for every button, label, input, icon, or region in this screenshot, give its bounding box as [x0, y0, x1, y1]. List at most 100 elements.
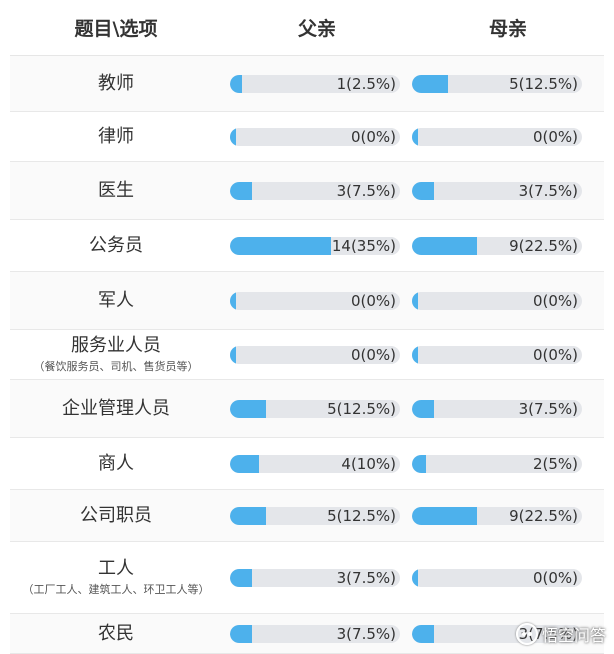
father-progress-fill: [230, 74, 242, 93]
father-cell: 3(7.5%): [222, 181, 412, 200]
father-progress-bar: 3(7.5%): [230, 624, 400, 643]
father-count-percent: 3(7.5%): [336, 568, 396, 587]
table-row: 企业管理人员 5(12.5%) 3(7.5%): [10, 380, 604, 438]
father-count-percent: 3(7.5%): [336, 624, 396, 643]
row-label: 服务业人员 （餐饮服务员、司机、售货员等）: [10, 335, 222, 375]
father-progress-bar: 14(35%): [230, 236, 400, 255]
watermark-text: 悟空问答: [541, 626, 606, 645]
mother-progress-fill: [412, 236, 478, 255]
father-count-percent: 0(0%): [350, 345, 396, 364]
father-progress-fill: [230, 127, 236, 146]
mother-count-percent: 9(22.5%): [509, 506, 578, 525]
father-progress-bar: 0(0%): [230, 345, 400, 364]
mother-count-percent: 0(0%): [532, 568, 578, 587]
father-progress-bar: 5(12.5%): [230, 506, 400, 525]
father-cell: 3(7.5%): [222, 624, 412, 643]
table-row: 公务员 14(35%) 9(22.5%): [10, 220, 604, 272]
survey-table: 题目\选项 父亲 母亲 教师 1(2.5%) 5(12.5%) 律师 0(0%) 0(0%…: [10, 0, 604, 654]
father-progress-fill: [230, 568, 252, 587]
mother-cell: 3(7.5%): [412, 181, 604, 200]
father-progress-bar: 3(7.5%): [230, 568, 400, 587]
father-cell: 0(0%): [222, 345, 412, 364]
mother-progress-bar: 3(7.5%): [412, 399, 582, 418]
mother-progress-fill: [412, 181, 434, 200]
mother-progress-bar: 3(7.5%): [412, 181, 582, 200]
row-label: 律师: [10, 126, 222, 148]
table-row: 农民 3(7.5%) 3(7.5%): [10, 614, 604, 654]
table-row: 公司职员 5(12.5%) 9(22.5%): [10, 490, 604, 542]
mother-progress-bar: 0(0%): [412, 568, 582, 587]
mother-cell: 3(7.5%): [412, 399, 604, 418]
mother-progress-fill: [412, 345, 418, 364]
mother-cell: 0(0%): [412, 127, 604, 146]
father-progress-fill: [230, 291, 236, 310]
father-progress-bar: 3(7.5%): [230, 181, 400, 200]
mother-progress-fill: [412, 127, 418, 146]
mother-progress-fill: [412, 291, 418, 310]
father-progress-bar: 1(2.5%): [230, 74, 400, 93]
mother-progress-bar: 5(12.5%): [412, 74, 582, 93]
father-progress-fill: [230, 624, 252, 643]
father-progress-fill: [230, 236, 332, 255]
father-cell: 5(12.5%): [222, 506, 412, 525]
mother-progress-fill: [412, 74, 449, 93]
mother-count-percent: 0(0%): [532, 127, 578, 146]
row-label: 工人 （工厂工人、建筑工人、环卫工人等）: [10, 558, 222, 598]
row-label: 教师: [10, 73, 222, 95]
father-cell: 1(2.5%): [222, 74, 412, 93]
mother-count-percent: 3(7.5%): [518, 181, 578, 200]
row-label: 公务员: [10, 235, 222, 257]
father-count-percent: 3(7.5%): [336, 181, 396, 200]
table-body: 教师 1(2.5%) 5(12.5%) 律师 0(0%) 0(0%) 医生 3(7.5%) 3(…: [10, 56, 604, 654]
occupation-name: 公务员: [89, 234, 143, 256]
father-progress-fill: [230, 345, 236, 364]
header-mother: 母亲: [488, 18, 527, 40]
table-row: 医生 3(7.5%) 3(7.5%): [10, 162, 604, 220]
mother-count-percent: 3(7.5%): [518, 399, 578, 418]
occupation-name: 医生: [98, 179, 134, 201]
chat-bubble-icon: [515, 623, 538, 645]
mother-progress-fill: [412, 399, 434, 418]
father-cell: 3(7.5%): [222, 568, 412, 587]
father-cell: 0(0%): [222, 127, 412, 146]
mother-count-percent: 0(0%): [532, 291, 578, 310]
mother-progress-fill: [412, 506, 478, 525]
table-row: 教师 1(2.5%) 5(12.5%): [10, 56, 604, 112]
father-progress-fill: [230, 399, 267, 418]
father-count-percent: 14(35%): [331, 236, 396, 255]
occupation-name: 工人: [98, 557, 134, 579]
mother-progress-fill: [412, 568, 418, 587]
father-count-percent: 0(0%): [350, 127, 396, 146]
mother-progress-fill: [412, 454, 427, 473]
father-progress-fill: [230, 506, 267, 525]
mother-cell: 2(5%): [412, 454, 604, 473]
father-progress-fill: [230, 181, 252, 200]
header-question-option: 题目\选项: [74, 18, 158, 40]
mother-cell: 5(12.5%): [412, 74, 604, 93]
mother-cell: 0(0%): [412, 568, 604, 587]
table-row: 商人 4(10%) 2(5%): [10, 438, 604, 490]
mother-progress-bar: 2(5%): [412, 454, 582, 473]
mother-progress-bar: 0(0%): [412, 127, 582, 146]
father-progress-bar: 0(0%): [230, 291, 400, 310]
mother-count-percent: 2(5%): [532, 454, 578, 473]
mother-progress-bar: 9(22.5%): [412, 506, 582, 525]
row-label: 军人: [10, 290, 222, 312]
occupation-name: 企业管理人员: [62, 397, 170, 419]
father-cell: 5(12.5%): [222, 399, 412, 418]
watermark: 悟空问答: [515, 622, 606, 646]
father-cell: 4(10%): [222, 454, 412, 473]
row-label: 公司职员: [10, 505, 222, 527]
father-progress-bar: 4(10%): [230, 454, 400, 473]
mother-count-percent: 9(22.5%): [509, 236, 578, 255]
occupation-name: 公司职员: [80, 504, 152, 526]
father-count-percent: 1(2.5%): [336, 74, 396, 93]
occupation-name: 商人: [98, 452, 134, 474]
row-label: 商人: [10, 453, 222, 475]
table-row: 工人 （工厂工人、建筑工人、环卫工人等） 3(7.5%) 0(0%): [10, 542, 604, 614]
mother-progress-bar: 0(0%): [412, 345, 582, 364]
mother-cell: 9(22.5%): [412, 506, 604, 525]
mother-progress-bar: 0(0%): [412, 291, 582, 310]
table-header: 题目\选项 父亲 母亲: [10, 0, 604, 56]
row-label: 农民: [10, 623, 222, 645]
